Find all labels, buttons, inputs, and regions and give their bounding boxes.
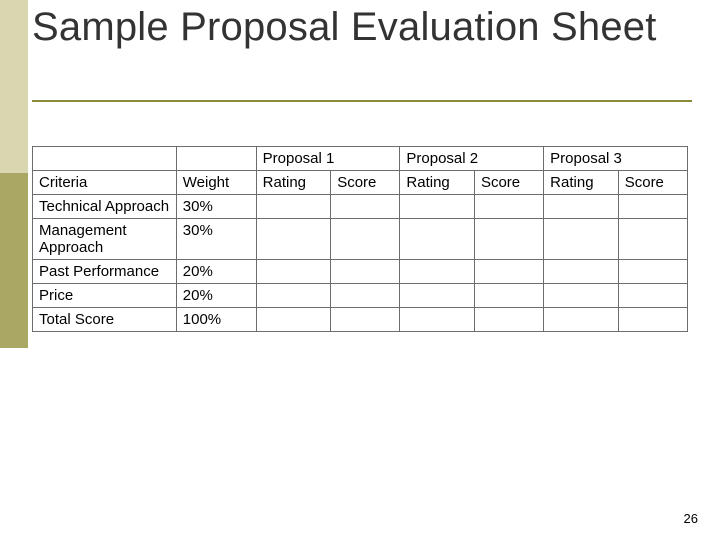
score-cell <box>618 308 687 332</box>
table-header-row-1: Proposal 1 Proposal 2 Proposal 3 <box>33 147 688 171</box>
score-cell <box>331 195 400 219</box>
proposal-header: Proposal 1 <box>256 147 400 171</box>
score-cell <box>474 260 543 284</box>
rating-cell <box>400 260 475 284</box>
page-number: 26 <box>684 511 698 526</box>
score-cell <box>331 219 400 260</box>
evaluation-table: Proposal 1 Proposal 2 Proposal 3 Criteri… <box>32 146 688 332</box>
col-header-criteria: Criteria <box>33 171 177 195</box>
score-cell <box>331 260 400 284</box>
col-header-score: Score <box>618 171 687 195</box>
slide-title: Sample Proposal Evaluation Sheet <box>32 6 657 48</box>
score-cell <box>474 219 543 260</box>
score-cell <box>618 284 687 308</box>
slide: Sample Proposal Evaluation Sheet Proposa… <box>0 0 720 540</box>
rating-cell <box>256 260 331 284</box>
rating-cell <box>544 195 619 219</box>
score-cell <box>474 284 543 308</box>
score-cell <box>618 195 687 219</box>
rating-cell <box>256 219 331 260</box>
weight-cell: 30% <box>176 219 256 260</box>
rating-cell <box>256 284 331 308</box>
weight-cell: 20% <box>176 284 256 308</box>
criteria-cell: Management Approach <box>33 219 177 260</box>
rating-cell <box>400 308 475 332</box>
weight-cell: 100% <box>176 308 256 332</box>
rating-cell <box>544 219 619 260</box>
proposal-header: Proposal 2 <box>400 147 544 171</box>
score-cell <box>331 284 400 308</box>
rating-cell <box>256 195 331 219</box>
rating-cell <box>400 284 475 308</box>
evaluation-table-wrap: Proposal 1 Proposal 2 Proposal 3 Criteri… <box>32 146 688 332</box>
criteria-cell: Technical Approach <box>33 195 177 219</box>
rating-cell <box>544 284 619 308</box>
table-row: Management Approach 30% <box>33 219 688 260</box>
proposal-header: Proposal 3 <box>544 147 688 171</box>
rating-cell <box>544 260 619 284</box>
score-cell <box>331 308 400 332</box>
title-underline <box>32 100 692 102</box>
rating-cell <box>400 219 475 260</box>
weight-cell: 20% <box>176 260 256 284</box>
col-header-weight: Weight <box>176 171 256 195</box>
table-row: Past Performance 20% <box>33 260 688 284</box>
weight-cell: 30% <box>176 195 256 219</box>
table-header-row-2: Criteria Weight Rating Score Rating Scor… <box>33 171 688 195</box>
score-cell <box>474 308 543 332</box>
rating-cell <box>544 308 619 332</box>
col-header-rating: Rating <box>544 171 619 195</box>
rating-cell <box>256 308 331 332</box>
criteria-cell: Price <box>33 284 177 308</box>
table-row: Total Score 100% <box>33 308 688 332</box>
sidebar-accent-bottom <box>0 173 28 348</box>
criteria-cell: Past Performance <box>33 260 177 284</box>
score-cell <box>474 195 543 219</box>
col-header-rating: Rating <box>256 171 331 195</box>
rating-cell <box>400 195 475 219</box>
sidebar-accent-top <box>0 0 28 173</box>
score-cell <box>618 219 687 260</box>
score-cell <box>618 260 687 284</box>
blank-cell <box>33 147 177 171</box>
table-row: Price 20% <box>33 284 688 308</box>
blank-cell <box>176 147 256 171</box>
col-header-score: Score <box>474 171 543 195</box>
col-header-rating: Rating <box>400 171 475 195</box>
criteria-cell: Total Score <box>33 308 177 332</box>
table-row: Technical Approach 30% <box>33 195 688 219</box>
col-header-score: Score <box>331 171 400 195</box>
